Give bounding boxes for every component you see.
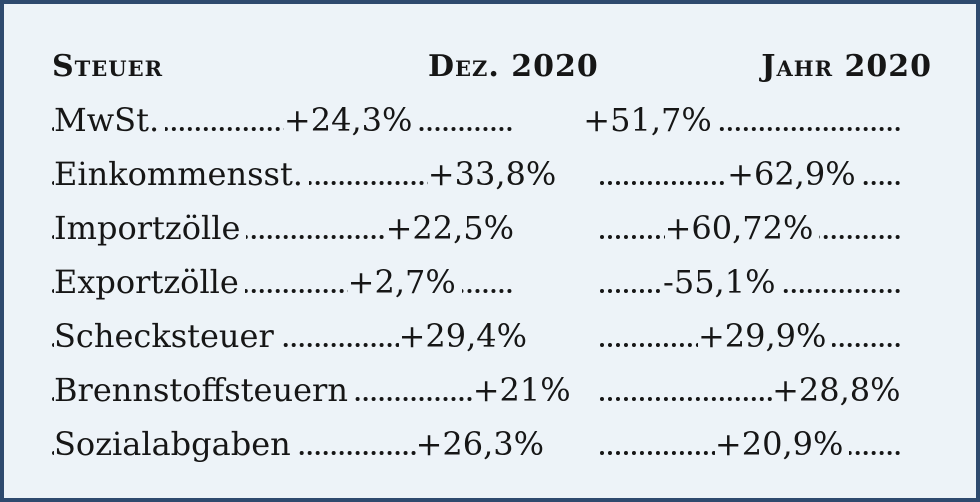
row-year-value: +21% [472,371,577,409]
table-row: MwSt. +51,7% +24,3% [52,93,932,147]
row-year-value: +29,4% [398,317,534,355]
row-dec-value: -55,1% [663,263,782,301]
row-year-value: +33,8% [427,155,563,193]
row-dec-value: +20,9% [714,425,850,463]
row-dec-value: +29,9% [697,317,833,355]
row-dec-value: +62,9% [727,155,862,193]
row-label: MwSt. [54,101,166,139]
row-label: Exportzölle [54,263,245,301]
header-dec-2020: Dez. 2020 [428,49,599,84]
header-year-2020: Jahr 2020 [761,49,932,84]
row-year-value: +2,7% [347,263,462,301]
header-tax: Steuer [52,49,164,84]
row-label: Sozialabgaben [54,425,297,463]
row-label: Importzölle [54,209,247,247]
row-label: Schecksteuer [54,317,280,355]
table-row: Exportzölle -55,1% +2,7% [52,255,932,309]
row-label: Brennstoffsteuern [54,371,354,409]
row-year-value: +22,5% [385,209,521,247]
table-row: Importzölle +60,72% +22,5% [52,201,932,255]
row-label: Einkommensst. [54,155,309,193]
row-dec-value: +28,8% [772,371,907,409]
dot-leader [52,235,512,239]
table-header: Steuer Dez. 2020 Jahr 2020 [52,40,932,94]
dot-leader [600,127,900,131]
row-dec-value: +60,72% [664,209,820,247]
row-year-value: +24,3% [283,101,419,139]
dot-leader [52,343,512,347]
row-year-value: +26,3% [415,425,551,463]
table-row: Sozialabgaben +20,9% +26,3% [52,417,932,471]
row-dec-value: +51,7% [583,101,718,139]
table-row: Schecksteuer +29,9% +29,4% [52,309,932,363]
dot-leader [600,397,900,401]
table-row: Brennstoffsteuern +28,8% +21% [52,363,932,417]
table-row: Einkommensst. +62,9% +33,8% [52,147,932,201]
dot-leader [52,289,512,293]
dot-leader [52,127,512,131]
